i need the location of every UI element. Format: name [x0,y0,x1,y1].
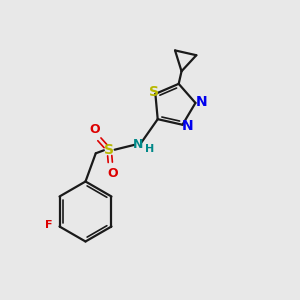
Text: F: F [45,220,53,230]
Text: H: H [145,143,154,154]
Text: N: N [182,119,194,133]
Text: S: S [149,85,159,99]
Text: S: S [104,143,114,157]
Text: O: O [108,167,118,180]
Text: N: N [196,95,207,109]
Text: N: N [133,138,143,152]
Text: O: O [89,123,100,136]
